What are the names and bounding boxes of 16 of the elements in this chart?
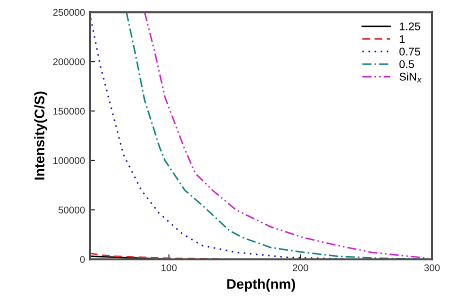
x-tick-label: 200 [292, 264, 308, 272]
y-tick-label: 0 [80, 256, 85, 263]
x-axis-title: Depth(nm) [227, 278, 296, 292]
x-tick-label: 100 [162, 264, 177, 272]
legend-label: 0.5 [399, 60, 414, 68]
y-tick-label: 150000 [53, 108, 85, 115]
x-tick-label: 300 [424, 264, 440, 272]
legend-label: 1 [400, 35, 405, 43]
y-tick-label: 200000 [53, 58, 85, 66]
legend-label: 1.25 [400, 22, 420, 30]
y-axis-title: Intensity(C/S) [34, 92, 48, 180]
legend-label: 0.75 [399, 48, 420, 56]
y-tick-label: 50000 [58, 206, 85, 214]
legend-label: SiN$_{x}$ [400, 72, 422, 82]
y-tick-label: 250000 [53, 8, 85, 16]
y-tick-label: 100000 [53, 157, 85, 164]
